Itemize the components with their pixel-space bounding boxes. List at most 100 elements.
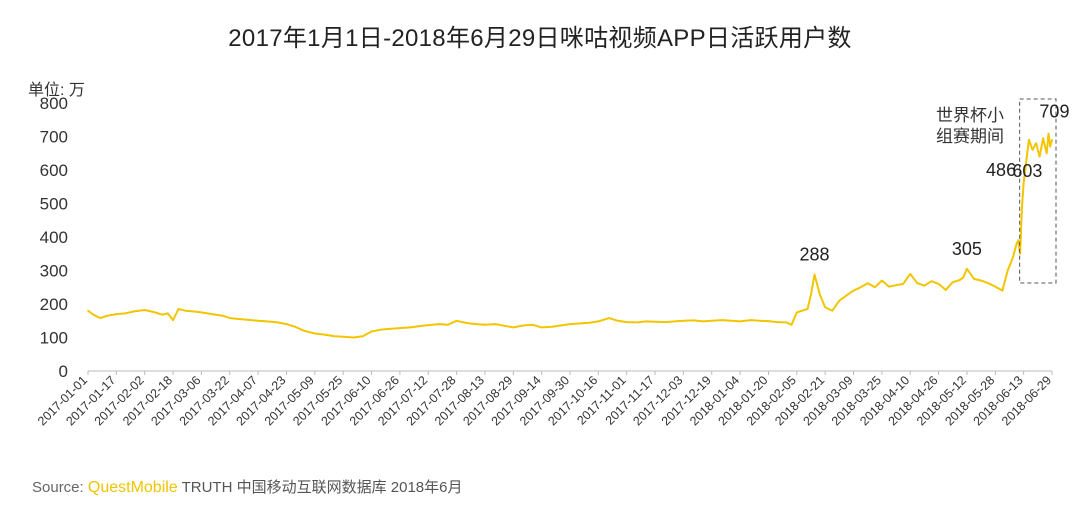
source-prefix: Source: [32, 479, 84, 496]
data-point [333, 335, 336, 338]
data-point [987, 282, 989, 285]
x-axis: 2017-01-012017-01-172017-02-022017-02-18… [35, 370, 1054, 428]
data-point [937, 283, 940, 285]
data-label: 305 [952, 239, 982, 259]
data-point [838, 299, 841, 302]
y-tick-label: 0 [59, 362, 68, 381]
data-point [776, 321, 779, 323]
y-tick-label: 700 [40, 128, 68, 147]
data-point [1047, 132, 1050, 135]
data-point [475, 323, 477, 325]
data-point [1049, 145, 1051, 148]
y-axis: 0 100 200 300 400 500 600 700 800 [40, 94, 68, 381]
highlight-box [1019, 98, 1057, 284]
data-point [673, 320, 676, 323]
data-point [739, 320, 741, 323]
data-point [785, 321, 787, 324]
data-point [636, 321, 639, 324]
data-point [711, 320, 713, 322]
data-point [881, 279, 883, 282]
data-point [560, 324, 562, 327]
data-point [229, 317, 231, 319]
data-point [399, 327, 401, 329]
y-tick-label: 500 [40, 195, 68, 214]
highlight-label: 世界杯小 [936, 106, 1004, 125]
data-point [200, 311, 203, 314]
data-point [512, 326, 515, 329]
data-point [532, 324, 534, 326]
data-point [177, 308, 180, 310]
data-point [221, 314, 224, 317]
data-point [276, 321, 279, 324]
data-point [588, 322, 591, 324]
data-point [1022, 182, 1025, 185]
data-point [801, 309, 803, 312]
data-point [796, 311, 798, 314]
data-point [455, 320, 458, 322]
y-tick-label: 200 [40, 295, 68, 314]
data-point [1051, 139, 1053, 141]
data-point [1038, 155, 1041, 158]
data-point [446, 324, 449, 326]
unit-label: 单位: 万 [28, 82, 85, 99]
data-point [250, 319, 252, 321]
series-line [87, 132, 1053, 339]
data-point [810, 293, 812, 296]
data-point [902, 283, 904, 285]
data-point [973, 278, 975, 280]
data-point [819, 293, 821, 296]
data-point [952, 281, 954, 284]
data-point [342, 336, 345, 338]
data-point [1045, 152, 1048, 155]
data-point [909, 273, 911, 275]
y-tick-label: 100 [40, 329, 68, 348]
data-point [92, 313, 95, 316]
data-point [693, 319, 695, 322]
data-point [1001, 289, 1004, 292]
data-point [409, 326, 412, 329]
data-point [579, 322, 582, 325]
data-point [361, 335, 364, 338]
data-point [758, 320, 761, 322]
data-point [1035, 142, 1037, 144]
y-tick-label: 600 [40, 161, 68, 180]
data-point [617, 320, 619, 322]
data-point [994, 285, 997, 288]
data-point [523, 324, 525, 327]
data-point [390, 328, 392, 330]
data-point [1015, 242, 1018, 245]
data-point [324, 334, 327, 336]
data-label: 603 [1012, 161, 1042, 181]
data-point [569, 323, 571, 325]
data-point [944, 289, 947, 291]
data-point [133, 310, 135, 313]
data-point [866, 282, 869, 285]
data-point [266, 320, 268, 323]
data-point [257, 320, 259, 322]
data-point [859, 286, 862, 289]
data-point [540, 326, 543, 329]
data-point [191, 310, 194, 313]
data-point [730, 320, 733, 322]
data-point [645, 320, 647, 323]
data-point [1024, 168, 1027, 170]
data-point [551, 326, 554, 328]
data-point [124, 312, 126, 315]
data-point [353, 336, 355, 339]
data-point [1042, 137, 1044, 139]
data-point [874, 286, 876, 289]
data-point [172, 319, 174, 321]
data-point [767, 320, 770, 322]
y-tick-label: 800 [40, 94, 68, 113]
data-point [916, 282, 919, 285]
data-point [813, 273, 816, 276]
data-point [285, 323, 288, 325]
data-point [664, 321, 667, 323]
data-point [597, 320, 600, 323]
y-tick-label: 400 [40, 228, 68, 247]
data-point [381, 328, 384, 331]
data-point [239, 318, 242, 320]
data-point [750, 319, 752, 321]
data-point [466, 322, 469, 324]
